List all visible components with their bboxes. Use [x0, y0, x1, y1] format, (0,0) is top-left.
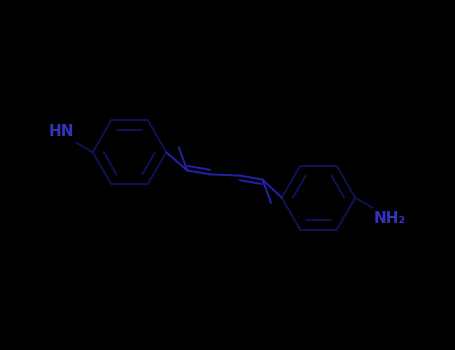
Text: HN: HN [49, 124, 74, 139]
Text: NH₂: NH₂ [374, 211, 406, 226]
